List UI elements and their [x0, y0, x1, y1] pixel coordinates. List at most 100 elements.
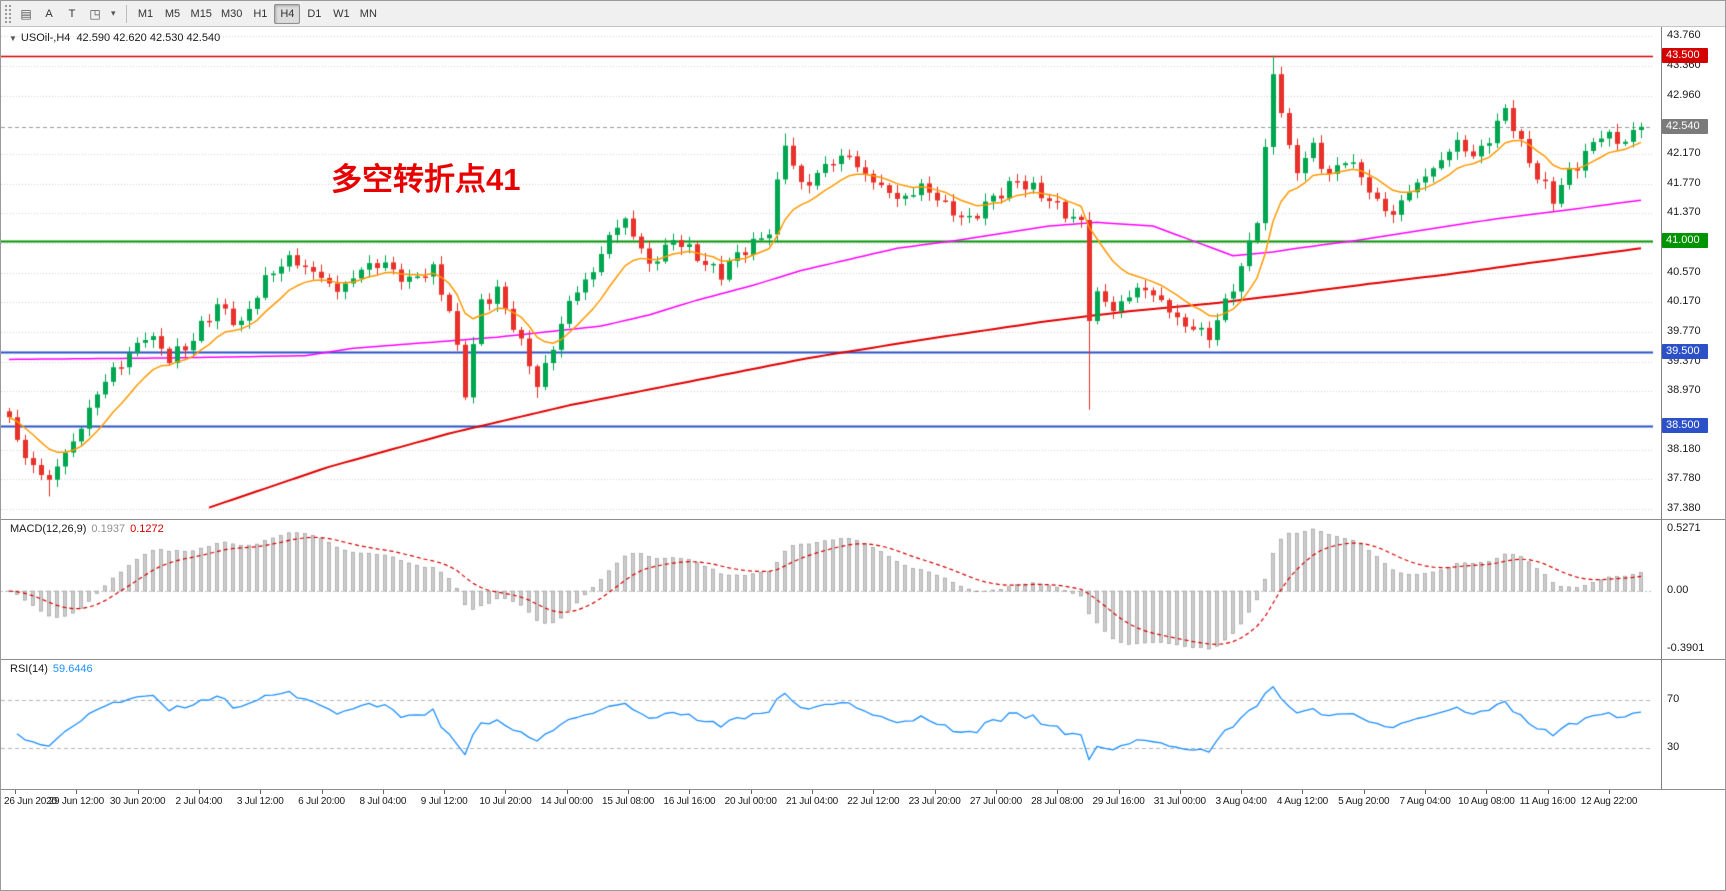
- timeframe-d1-button[interactable]: D1: [307, 7, 322, 20]
- time-axis[interactable]: 26 Jun 2020 29 Jun 12:00 30 Jun 20:00 2 Jul…: [1, 790, 1725, 812]
- price-tick-label: 41.770: [1667, 176, 1701, 189]
- time-tick: [444, 790, 446, 794]
- price-axis[interactable]: 43.76043.36042.96042.17041.77041.37040.9…: [1661, 27, 1725, 789]
- time-label: 29 Jul 16:00: [1092, 796, 1145, 807]
- time-label: 28 Jul 08:00: [1031, 796, 1084, 807]
- time-label: 31 Jul 00:00: [1153, 796, 1206, 807]
- time-tick: [15, 790, 16, 794]
- price-tick-label: 41.370: [1667, 206, 1701, 219]
- symbol-timeframe-label: USOil-,H4: [20, 32, 71, 44]
- shapes-dropdown-caret-icon[interactable]: ▾: [111, 8, 116, 18]
- shapes-tool[interactable]: ◳: [89, 6, 101, 21]
- time-tick: [873, 790, 875, 794]
- macd-label: MACD(12,26,9) 0.1937 0.1272: [10, 523, 169, 535]
- time-tick: [137, 790, 139, 794]
- price-tick-label: 43.760: [1667, 29, 1701, 42]
- time-tick: [505, 790, 507, 794]
- time-label: 10 Aug 08:00: [1458, 796, 1515, 807]
- text-annotation-tool[interactable]: A: [45, 7, 53, 20]
- rsi-axis-label: 30: [1667, 740, 1680, 753]
- time-tick: [1057, 790, 1059, 794]
- time-tick: [1118, 790, 1120, 794]
- time-label: 27 Jul 00:00: [969, 796, 1022, 807]
- time-label: 26 Jun 2020: [4, 796, 57, 807]
- text-box-tool[interactable]: T: [68, 7, 76, 20]
- panel-separator[interactable]: [1, 519, 1725, 520]
- price-tick-label: 42.960: [1667, 88, 1701, 101]
- time-tick: [1425, 790, 1427, 794]
- time-tick: [1609, 790, 1610, 794]
- macd-main-value: 0.1937: [91, 523, 126, 535]
- rsi-indicator-canvas[interactable]: [1, 659, 1661, 789]
- time-label: 3 Jul 12:00: [236, 796, 284, 807]
- timeframe-m5-button[interactable]: M5: [164, 7, 181, 20]
- time-label: 22 Jul 12:00: [847, 796, 900, 807]
- rsi-name: RSI(14): [10, 663, 48, 675]
- rsi-axis-label: 70: [1667, 693, 1680, 706]
- macd-signal-value: 0.1272: [130, 523, 164, 535]
- price-tick-label: 37.380: [1667, 502, 1701, 515]
- timeframe-m30-button[interactable]: M30: [220, 7, 243, 20]
- drawing-tools-group: ▤ A T ◳ ▾: [15, 4, 120, 24]
- timeframe-mn-button[interactable]: MN: [359, 7, 377, 20]
- time-label: 4 Aug 12:00: [1276, 796, 1329, 807]
- time-label: 2 Jul 04:00: [175, 796, 223, 807]
- price-tick-label: 39.770: [1667, 325, 1701, 337]
- time-label: 6 Jul 20:00: [298, 796, 345, 807]
- timeframe-m15-button[interactable]: M15: [190, 7, 212, 20]
- rsi-value: 59.6446: [52, 663, 93, 675]
- charts-grid-icon[interactable]: ▤: [20, 6, 32, 21]
- time-tick: [934, 790, 936, 794]
- time-tick: [382, 790, 384, 794]
- price-tick-label: 42.170: [1667, 147, 1701, 160]
- time-label: 29 Jun 12:00: [48, 796, 105, 807]
- time-tick: [1241, 790, 1243, 794]
- time-tick: [1302, 790, 1304, 794]
- macd-axis-label: 0.00: [1667, 584, 1689, 596]
- macd-axis-label: -0.3901: [1667, 642, 1705, 654]
- time-label: 7 Aug 04:00: [1399, 796, 1451, 807]
- time-label: 8 Jul 04:00: [359, 796, 407, 807]
- toolbar-grip[interactable]: [5, 4, 11, 23]
- time-label: 20 Jul 00:00: [724, 796, 777, 807]
- time-tick: [198, 790, 200, 794]
- timeframe-h1-button[interactable]: H1: [253, 7, 268, 20]
- time-tick: [1547, 790, 1549, 794]
- time-label: 3 Aug 04:00: [1215, 796, 1267, 807]
- time-tick: [628, 790, 630, 794]
- time-tick: [1486, 790, 1488, 794]
- panel-separator[interactable]: [1, 789, 1725, 790]
- price-tick-label: 37.780: [1667, 472, 1701, 485]
- price-chart-canvas[interactable]: [1, 27, 1661, 519]
- price-level-badge: 38.500: [1662, 418, 1708, 434]
- time-tick: [566, 790, 568, 794]
- timeframe-w1-button[interactable]: W1: [333, 7, 350, 20]
- toolbar-separator: [125, 4, 127, 23]
- rsi-label: RSI(14) 59.6446: [10, 663, 98, 675]
- time-label: 23 Jul 20:00: [908, 796, 961, 807]
- panel-separator[interactable]: [1, 659, 1725, 660]
- price-level-badge: 43.500: [1662, 47, 1708, 63]
- time-tick: [76, 790, 78, 794]
- price-tick-label: 38.180: [1667, 442, 1701, 455]
- collapse-chevron-icon[interactable]: ▼: [9, 34, 17, 43]
- top-toolbar: ▤ A T ◳ ▾ M1 M5 M15 M30 H1 H4 D1 W1 MN: [1, 1, 1725, 27]
- time-label: 10 Jul 20:00: [479, 796, 532, 807]
- time-tick: [321, 790, 323, 794]
- timeframe-m1-button[interactable]: M1: [137, 7, 154, 20]
- time-tick: [689, 790, 691, 794]
- ohlc-readout: 42.590 42.620 42.530 42.540: [76, 32, 221, 44]
- time-tick: [995, 790, 997, 794]
- time-label: 5 Aug 20:00: [1338, 796, 1390, 807]
- time-tick: [1363, 790, 1365, 794]
- time-tick: [260, 790, 262, 794]
- timeframe-h4-button[interactable]: H4: [274, 3, 301, 24]
- time-label: 11 Aug 16:00: [1519, 796, 1576, 807]
- chart-text-annotation[interactable]: 多空转折点41: [331, 162, 521, 197]
- time-label: 15 Jul 08:00: [602, 796, 655, 807]
- macd-indicator-canvas[interactable]: [1, 519, 1661, 659]
- time-tick: [812, 790, 813, 794]
- price-level-badge: 41.000: [1662, 232, 1708, 248]
- time-label: 21 Jul 04:00: [785, 796, 839, 807]
